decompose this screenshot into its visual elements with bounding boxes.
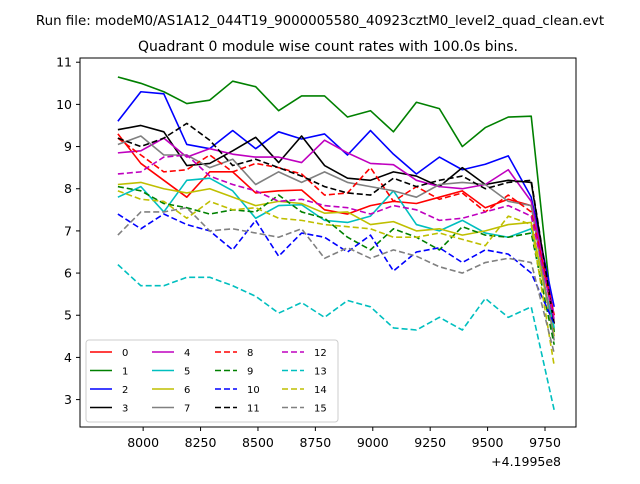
x-tick-label: 8000 bbox=[127, 435, 159, 450]
legend-label: 0 bbox=[122, 348, 128, 359]
legend-label: 1 bbox=[122, 367, 128, 378]
y-tick-label: 11 bbox=[56, 55, 72, 70]
legend-label: 2 bbox=[122, 385, 128, 396]
x-tick-label: 9500 bbox=[472, 435, 504, 450]
series-line-1 bbox=[117, 76, 555, 333]
legend-label: 8 bbox=[247, 348, 253, 359]
x-offset-text: +4.1995e8 bbox=[491, 454, 561, 469]
legend-label: 6 bbox=[184, 385, 190, 396]
legend-label: 15 bbox=[314, 404, 327, 415]
x-tick-label: 9250 bbox=[414, 435, 446, 450]
x-tick-label: 9750 bbox=[529, 435, 561, 450]
legend-box bbox=[85, 339, 339, 423]
series-line-3 bbox=[117, 124, 555, 324]
series-line-4 bbox=[117, 137, 555, 316]
x-tick-label: 8750 bbox=[299, 435, 331, 450]
legend-label: 3 bbox=[122, 404, 128, 415]
series-line-12 bbox=[117, 154, 555, 320]
series-line-9 bbox=[117, 185, 555, 345]
series-line-7 bbox=[117, 135, 555, 341]
y-tick-label: 7 bbox=[64, 223, 72, 238]
series-line-6 bbox=[117, 181, 555, 337]
legend-label: 13 bbox=[314, 367, 327, 378]
plot-frame bbox=[79, 57, 577, 428]
series-line-13 bbox=[117, 264, 555, 411]
axes: 8000 8250 8500 8750 9000 9250 9500 975034567891… bbox=[56, 55, 561, 450]
y-tick-label: 8 bbox=[64, 181, 72, 196]
legend-label: 7 bbox=[184, 404, 190, 415]
series-line-2 bbox=[117, 90, 555, 307]
chart-title: Quadrant 0 module wise count rates with … bbox=[138, 39, 518, 55]
legend-label: 9 bbox=[247, 367, 253, 378]
legend-label: 12 bbox=[314, 348, 327, 359]
series-line-11 bbox=[117, 122, 555, 324]
x-tick-label: 8500 bbox=[242, 435, 274, 450]
y-tick-label: 6 bbox=[64, 266, 72, 281]
series-line-10 bbox=[117, 213, 555, 325]
series-line-15 bbox=[117, 206, 555, 354]
figure-suptitle: Run file: modeM0/AS1A12_044T19_900000558… bbox=[36, 14, 604, 29]
y-tick-label: 5 bbox=[64, 308, 72, 323]
y-tick-label: 3 bbox=[64, 392, 72, 407]
legend-label: 11 bbox=[247, 404, 260, 415]
legend-label: 10 bbox=[247, 385, 260, 396]
x-tick-label: 8250 bbox=[185, 435, 217, 450]
legend-label: 5 bbox=[184, 367, 190, 378]
series-layer bbox=[117, 76, 555, 411]
y-tick-label: 9 bbox=[64, 139, 72, 154]
legend-label: 14 bbox=[314, 385, 327, 396]
series-line-8 bbox=[117, 137, 555, 316]
x-tick-label: 9000 bbox=[357, 435, 389, 450]
y-tick-label: 10 bbox=[56, 97, 72, 112]
y-tick-label: 4 bbox=[64, 350, 72, 365]
series-line-14 bbox=[117, 190, 555, 366]
legend-label: 4 bbox=[184, 348, 190, 359]
